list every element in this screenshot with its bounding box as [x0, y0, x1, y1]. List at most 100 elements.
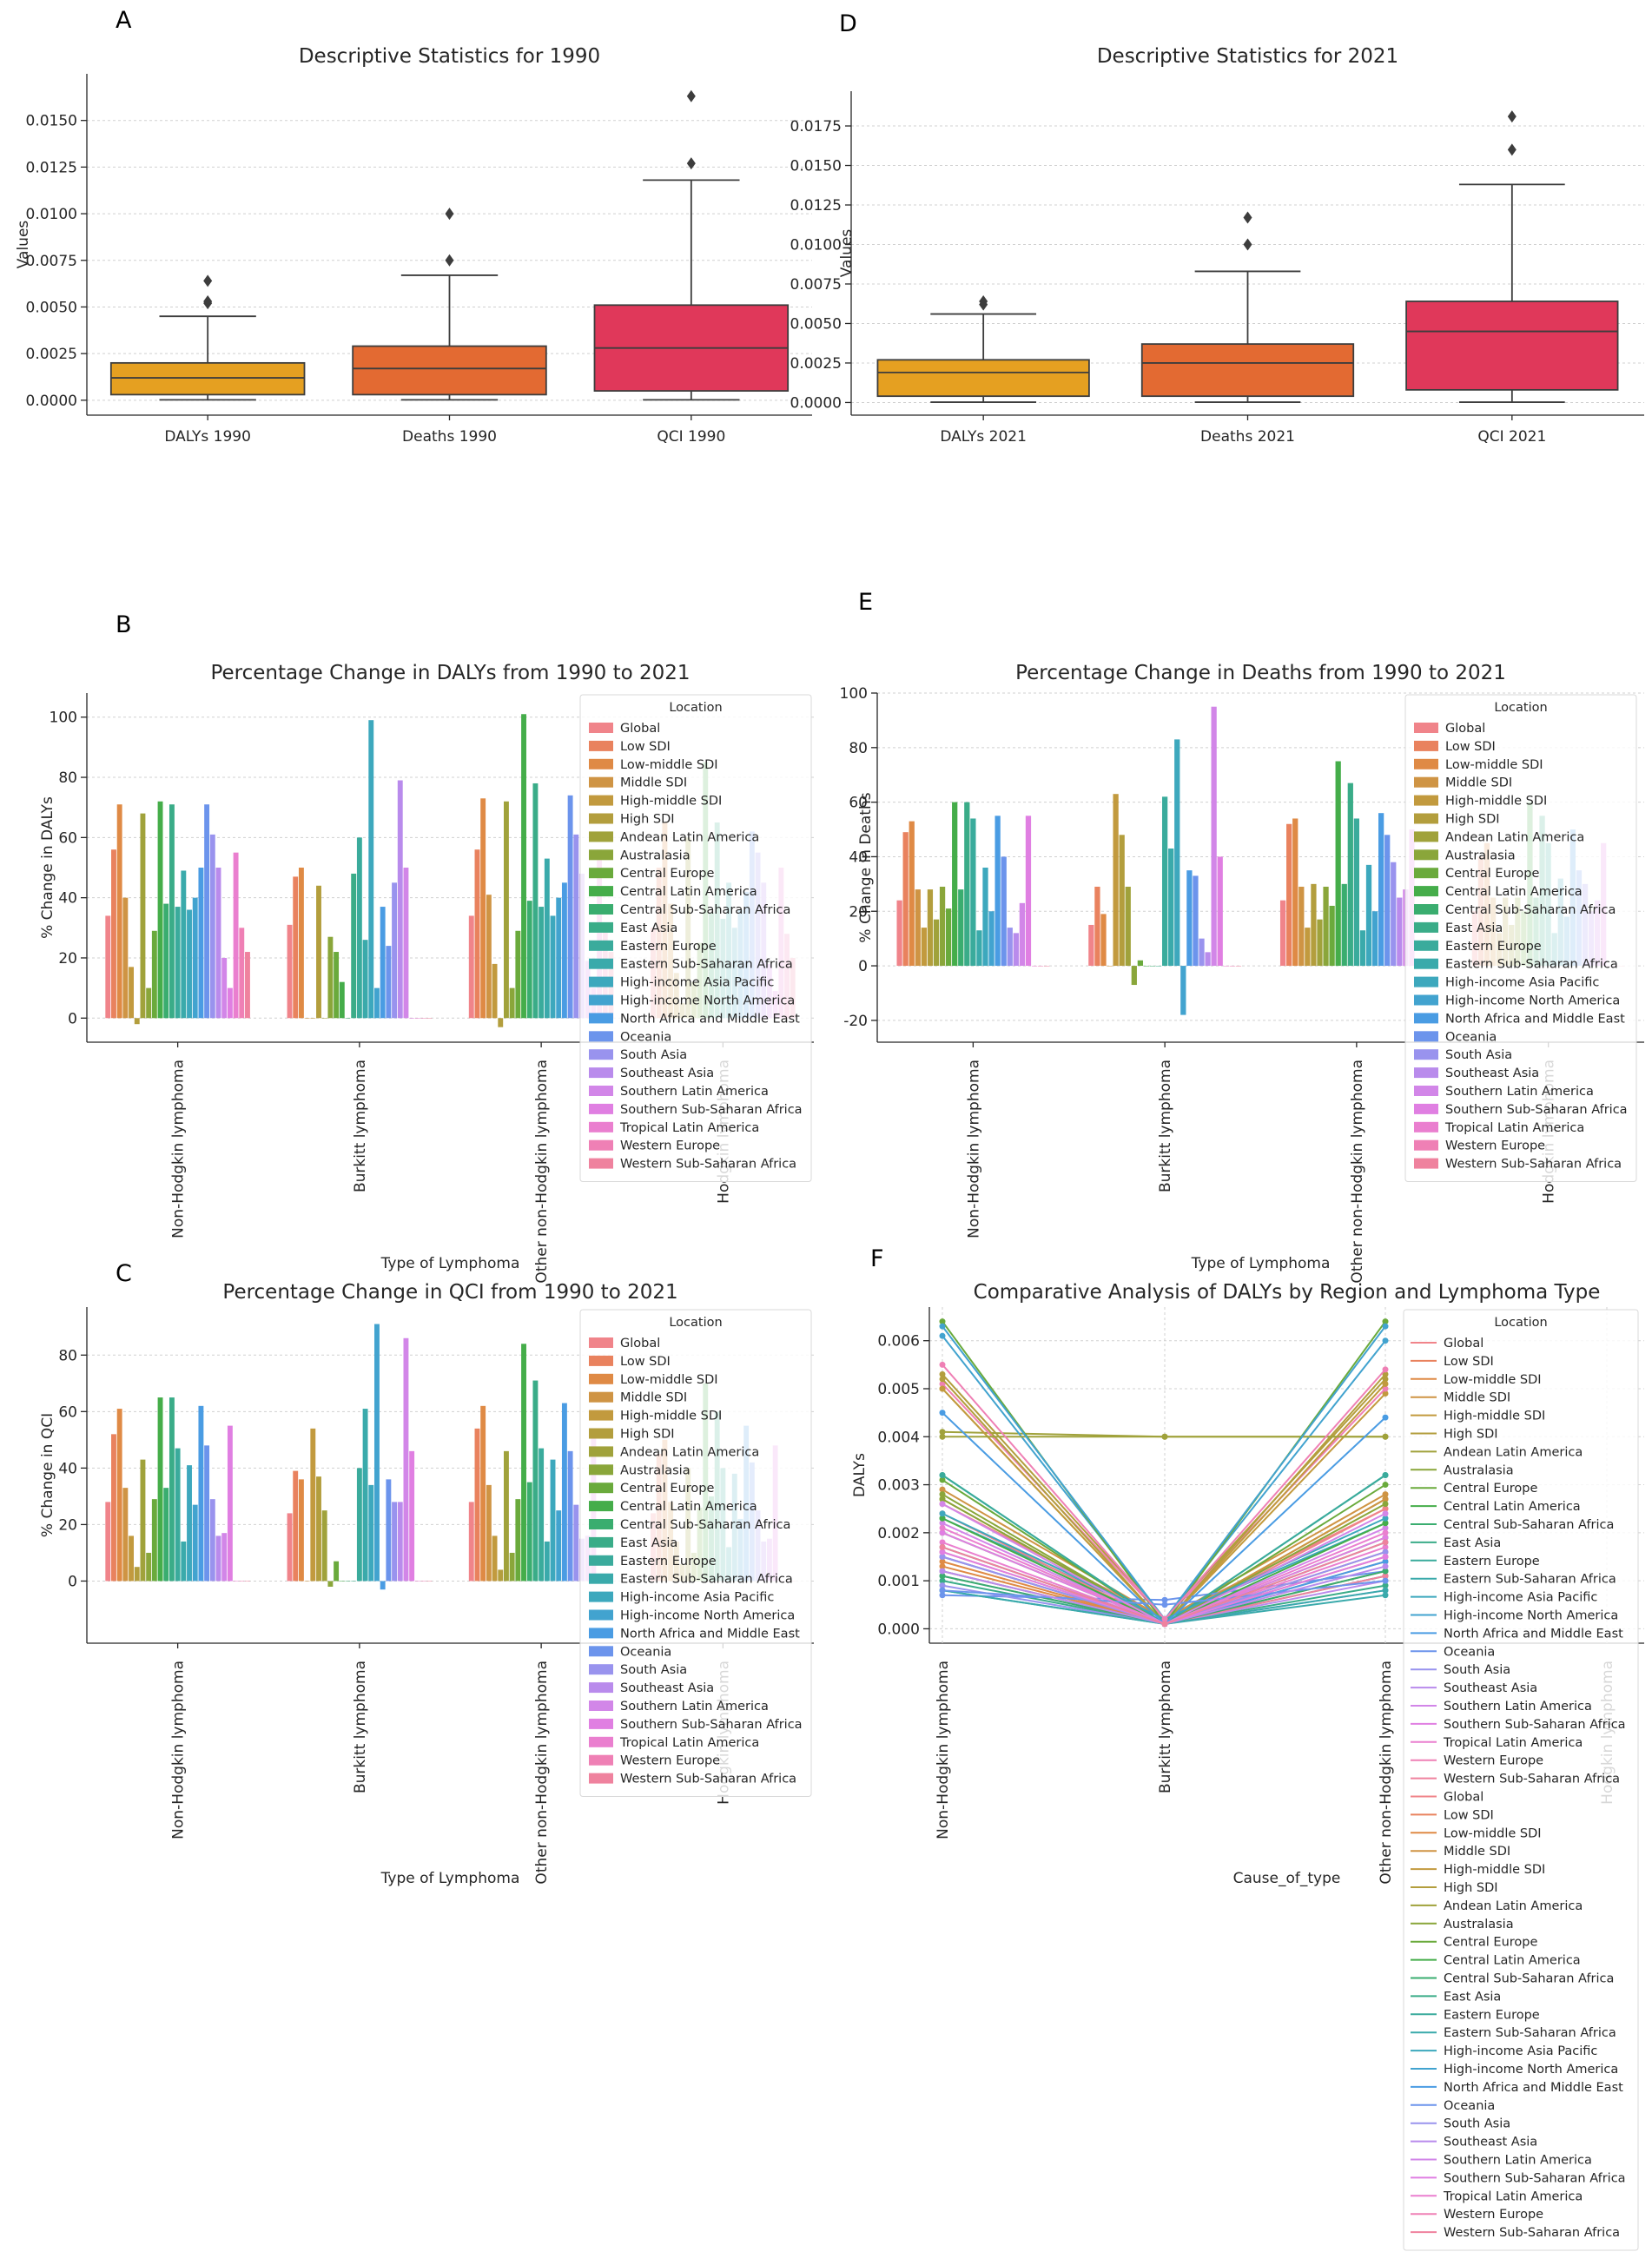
- bar: [539, 907, 545, 1019]
- bar: [1199, 938, 1205, 967]
- y-tick-label: 0.0000: [790, 394, 842, 412]
- bar: [1211, 706, 1217, 967]
- bar: [550, 915, 556, 1019]
- y-tick-label: 0.0150: [790, 158, 842, 175]
- panel-letter-b: B: [116, 611, 132, 638]
- chart-b-title: Percentage Change in DALYs from 1990 to …: [210, 662, 690, 684]
- bar: [486, 1484, 492, 1582]
- bar: [1359, 930, 1366, 967]
- y-tick-label: 60: [849, 795, 868, 812]
- bar: [573, 1504, 579, 1582]
- legend-swatch: [589, 976, 613, 987]
- bar: [1371, 911, 1378, 967]
- y-tick-label: 0.0050: [26, 299, 77, 316]
- legend-label: Tropical Latin America: [1443, 1736, 1583, 1750]
- legend-swatch: [1414, 1086, 1438, 1096]
- series-point: [939, 1563, 946, 1570]
- series-point: [1382, 1482, 1389, 1489]
- y-tick-label: 0.006: [877, 1333, 920, 1351]
- series-point: [1382, 1568, 1389, 1575]
- bar: [175, 907, 181, 1019]
- bar: [567, 1450, 573, 1582]
- legend-label: Australasia: [620, 1463, 691, 1477]
- x-tick-label: Other non-Hodgkin lymphoma: [1349, 1060, 1366, 1284]
- bar: [982, 868, 988, 967]
- legend-swatch: [589, 1754, 613, 1766]
- y-tick-label: 0.004: [877, 1429, 920, 1446]
- bar: [1298, 886, 1305, 967]
- series-point: [1382, 1433, 1389, 1440]
- bar: [368, 1484, 374, 1582]
- legend-label: Central Latin America: [620, 1500, 757, 1514]
- legend-label: Low SDI: [1444, 1355, 1494, 1369]
- legend-swatch: [589, 1773, 613, 1784]
- legend-swatch: [589, 1139, 613, 1151]
- legend-label: High-income North America: [1445, 994, 1620, 1008]
- legend-label: Oceania: [620, 1030, 671, 1044]
- bar: [345, 1581, 351, 1582]
- series-point: [939, 1568, 946, 1575]
- legend-swatch: [589, 1373, 613, 1384]
- legend-label: High SDI: [1444, 1428, 1498, 1442]
- legend-swatch: [589, 1682, 613, 1694]
- legend-label: Western Europe: [1444, 2208, 1543, 2222]
- y-tick-label: 0.0025: [26, 346, 77, 363]
- legend-label: North Africa and Middle East: [1444, 1627, 1623, 1641]
- legend-swatch: [589, 1158, 613, 1169]
- bar: [227, 987, 233, 1019]
- series-point: [939, 1361, 946, 1368]
- bar: [175, 1448, 181, 1582]
- legend-label: Western Sub-Saharan Africa: [1444, 1773, 1620, 1786]
- series-point: [939, 1558, 946, 1565]
- series-point: [939, 1496, 946, 1502]
- legend-swatch: [589, 1483, 613, 1494]
- legend-label: Southern Latin America: [620, 1085, 769, 1099]
- bar: [1007, 928, 1013, 967]
- bar: [1286, 823, 1292, 967]
- legend-swatch: [589, 758, 613, 769]
- legend-swatch: [589, 1646, 613, 1657]
- bar: [116, 804, 122, 1019]
- bar: [958, 889, 964, 967]
- legend-swatch: [1414, 1067, 1438, 1079]
- bar: [1094, 886, 1100, 967]
- legend-label: Western Europe: [620, 1754, 720, 1768]
- outlier-point: [445, 254, 454, 267]
- legend-swatch: [589, 813, 613, 824]
- bar: [293, 876, 299, 1019]
- bar: [146, 987, 152, 1019]
- legend-swatch: [589, 904, 613, 915]
- bar: [339, 1581, 345, 1582]
- legend-swatch: [589, 1446, 613, 1457]
- y-tick-label: 0.0100: [790, 236, 842, 254]
- bar: [1347, 783, 1353, 967]
- legend-swatch: [589, 1067, 613, 1079]
- bar: [116, 1409, 122, 1582]
- y-axis-label: % Change in QCI: [39, 1413, 56, 1537]
- legend-swatch: [589, 1428, 613, 1439]
- legend-label: Eastern Europe: [1444, 2008, 1540, 2022]
- series-point: [939, 1524, 946, 1531]
- series-point: [939, 1543, 946, 1550]
- legend-label: High-middle SDI: [1445, 795, 1547, 809]
- legend-label: Oceania: [1444, 1645, 1495, 1659]
- y-tick-label: 100: [840, 685, 868, 703]
- bar: [187, 1465, 192, 1582]
- series-point: [1382, 1573, 1389, 1580]
- legend-swatch: [589, 1555, 613, 1566]
- series-point: [1382, 1534, 1389, 1541]
- bar: [227, 1425, 233, 1582]
- y-tick-label: -20: [843, 1013, 868, 1030]
- bar: [215, 868, 221, 1019]
- series-point: [1382, 1370, 1389, 1377]
- legend-swatch: [589, 1591, 613, 1602]
- bar: [521, 1344, 526, 1582]
- bar: [233, 852, 239, 1019]
- y-axis-label: Values: [838, 229, 856, 278]
- legend-label: East Asia: [1444, 1536, 1501, 1550]
- legend-swatch: [1414, 758, 1438, 769]
- y-tick-label: 0.0150: [26, 113, 77, 130]
- bar: [1037, 966, 1044, 967]
- x-tick-label: Deaths 1990: [402, 428, 497, 446]
- bar: [468, 1502, 474, 1582]
